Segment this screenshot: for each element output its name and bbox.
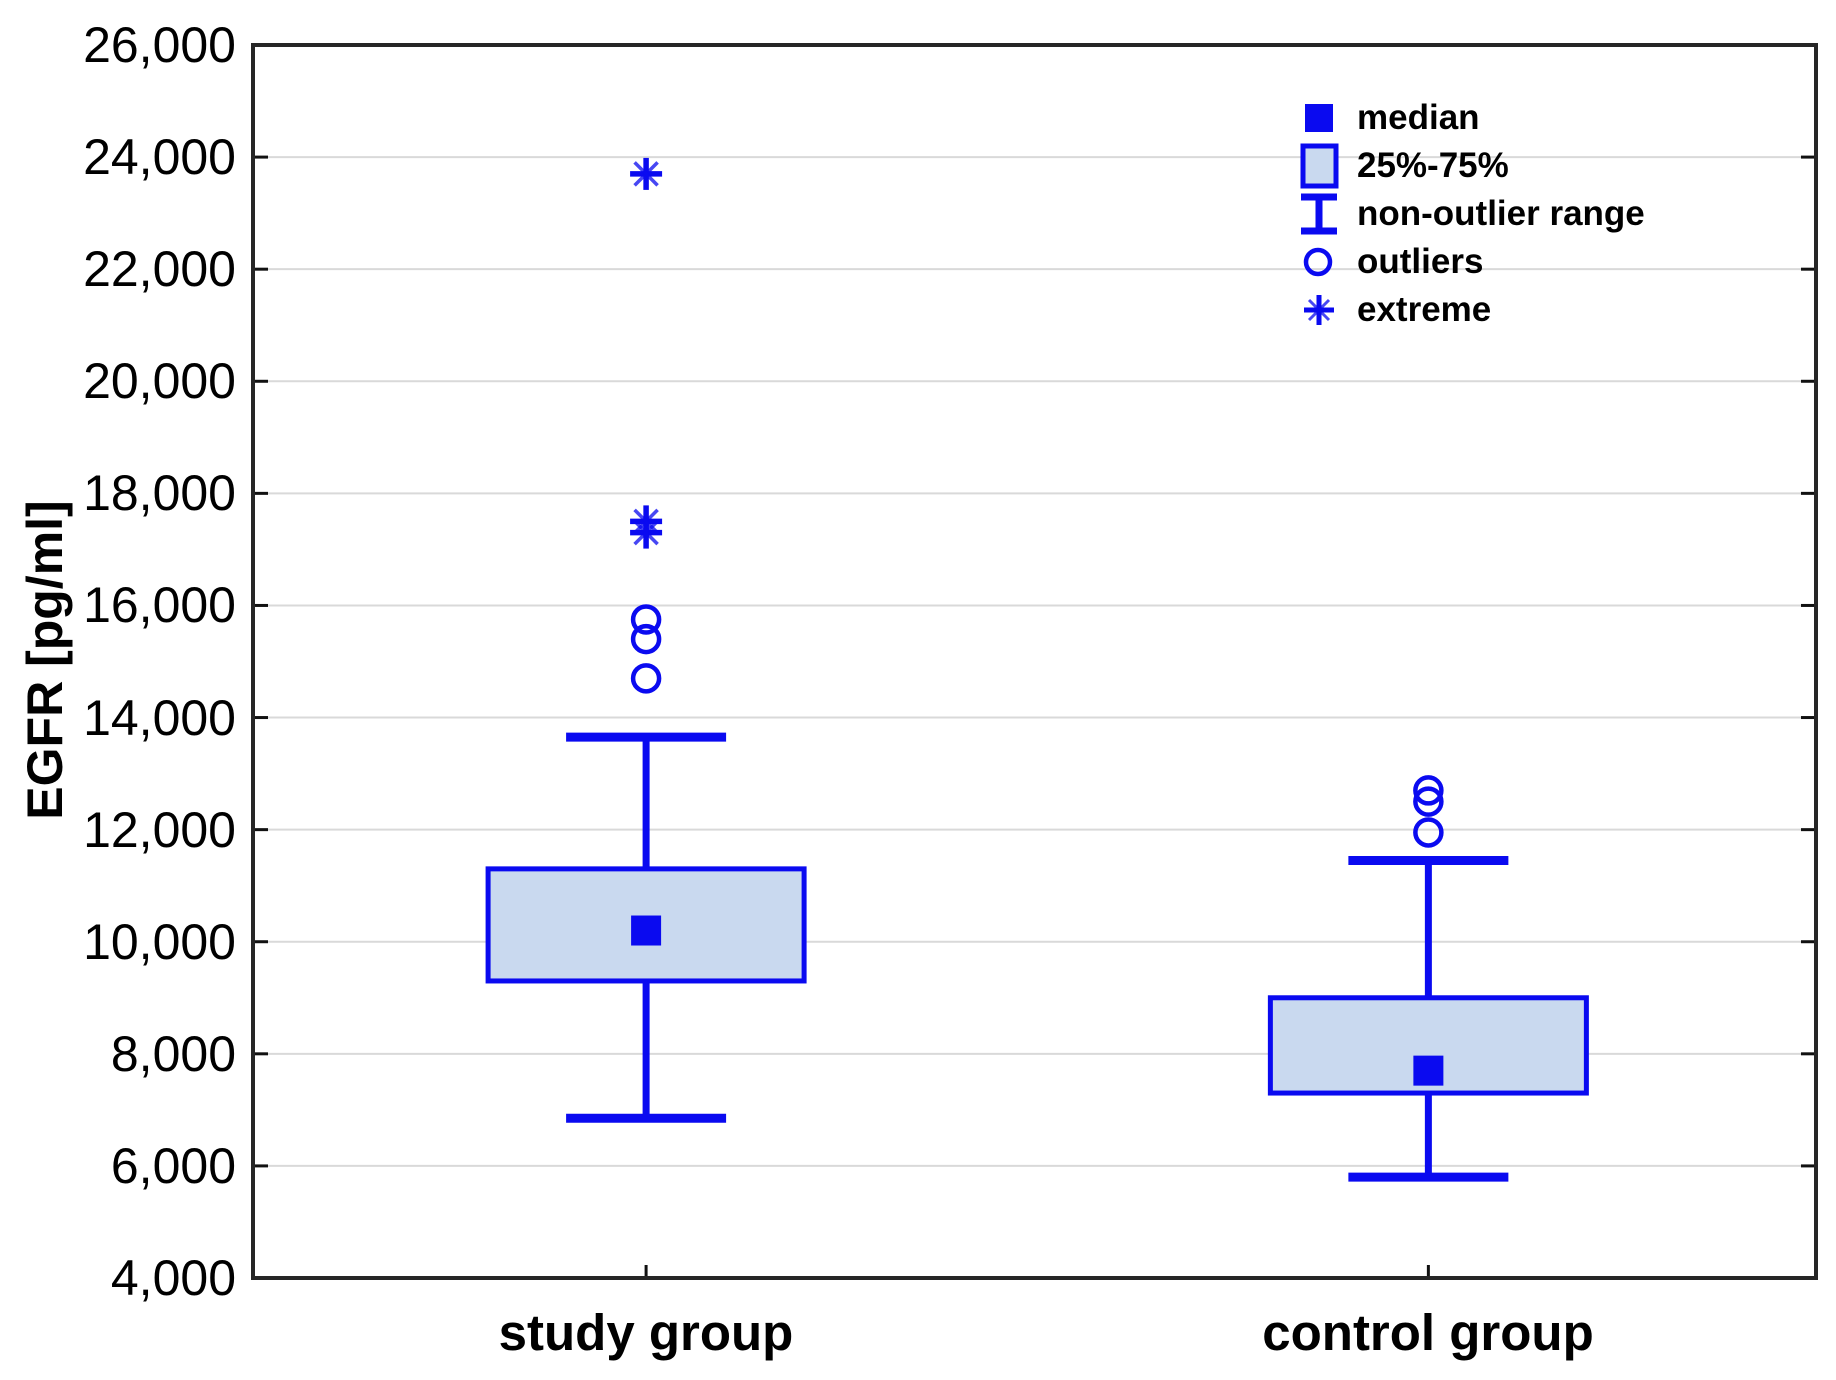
- y-tick-label-20000: 20,000: [83, 353, 236, 410]
- y-tick-label-12000: 12,000: [83, 801, 236, 858]
- legend-label-iqr: 25%-75%: [1357, 146, 1509, 185]
- legend-label-extreme: extreme: [1357, 290, 1492, 329]
- x-category-label-study-group: study group: [498, 1304, 794, 1361]
- outlier-marker-control-group: [1413, 775, 1444, 806]
- legend: median 25%-75% non-outlier range outlier…: [1296, 94, 1645, 334]
- extreme-asterisk-icon: [1304, 295, 1334, 325]
- y-tick-label-16000: 16,000: [83, 577, 236, 634]
- legend-label-median: median: [1357, 98, 1480, 137]
- legend-row-median: median: [1296, 94, 1645, 142]
- y-tick-label-6000: 6,000: [110, 1137, 236, 1194]
- y-tick-label-8000: 8,000: [110, 1025, 236, 1082]
- y-tick-label-22000: 22,000: [83, 241, 236, 298]
- plot-frame: [251, 43, 1818, 1280]
- extreme-marker-study-group: [633, 161, 659, 187]
- y-tick-label-26000: 26,000: [83, 17, 236, 73]
- legend-row-iqr: 25%-75%: [1296, 142, 1645, 190]
- median-marker-study-group: [631, 915, 662, 946]
- median-square-icon: [1305, 104, 1333, 132]
- outlier-marker-study-group: [630, 663, 662, 694]
- extreme-marker-study-group: [633, 508, 659, 535]
- y-tick-label-4000: 4,000: [110, 1250, 236, 1306]
- y-tick-label-10000: 10,000: [83, 913, 236, 970]
- y-tick-label-24000: 24,000: [83, 129, 236, 186]
- legend-label-non-outlier-range: non-outlier range: [1357, 194, 1645, 233]
- outlier-circle-icon: [1303, 247, 1333, 277]
- y-tick-label-18000: 18,000: [83, 465, 236, 522]
- outlier-marker-study-group: [630, 623, 662, 655]
- legend-row-non-outlier-range: non-outlier range: [1296, 190, 1645, 238]
- outlier-marker-control-group: [1413, 786, 1444, 817]
- legend-label-outliers: outliers: [1357, 242, 1484, 281]
- median-marker-control-group: [1413, 1055, 1444, 1086]
- outlier-marker-control-group: [1413, 817, 1444, 848]
- legend-row-extreme: extreme: [1296, 286, 1645, 334]
- y-axis-title: EGFR [pg/ml]: [17, 500, 73, 820]
- x-category-label-control-group: control group: [1262, 1304, 1594, 1361]
- y-tick-label-14000: 14,000: [83, 689, 236, 746]
- outlier-marker-study-group: [630, 604, 662, 635]
- whisker-ibeam-icon: [1301, 193, 1337, 235]
- legend-row-outliers: outliers: [1296, 238, 1645, 286]
- iqr-box-icon: [1300, 143, 1339, 189]
